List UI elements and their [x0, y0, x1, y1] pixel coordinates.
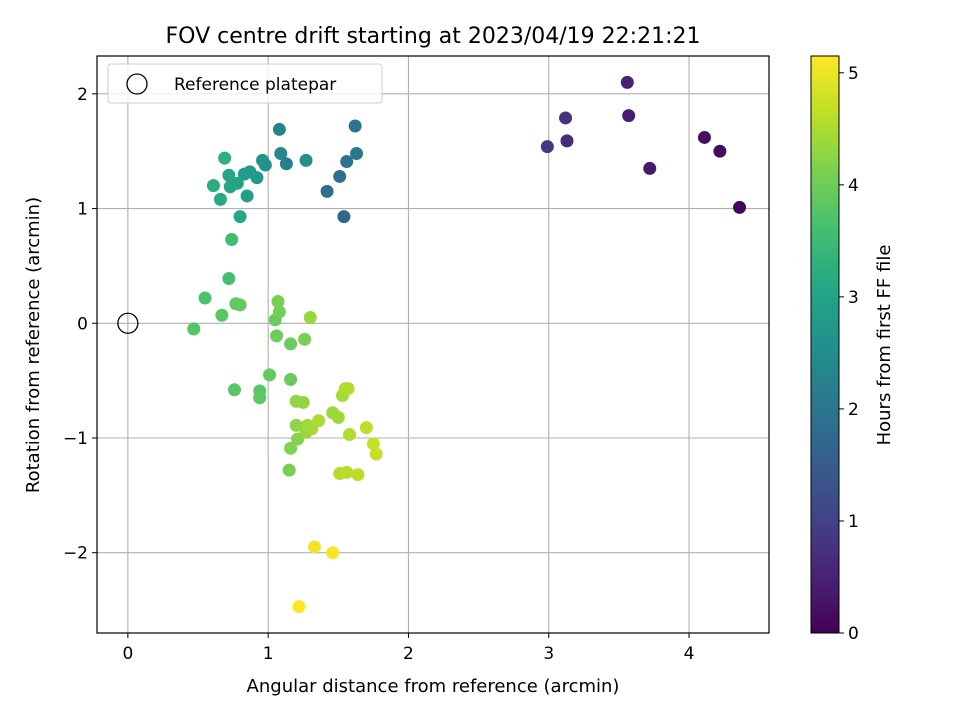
data-point [298, 332, 312, 346]
reference-platepar-marker [117, 312, 139, 334]
grid-lines [97, 56, 769, 633]
data-points [187, 75, 747, 614]
data-point [282, 463, 296, 477]
data-point [263, 368, 277, 382]
colorbar-ticks: 0 1 2 3 4 5 [839, 64, 859, 644]
data-point [296, 395, 310, 409]
data-point [218, 151, 232, 165]
data-point [350, 147, 364, 161]
y-axis-ticks: −2 −1 0 1 2 [63, 85, 97, 564]
data-point [559, 111, 573, 125]
data-point [340, 155, 354, 169]
x-tick-label: 0 [122, 644, 133, 664]
data-point [284, 372, 298, 386]
y-tick-label: 2 [77, 85, 88, 105]
data-point [326, 546, 340, 560]
data-point [340, 465, 354, 479]
data-point [292, 600, 306, 614]
data-point [213, 192, 227, 206]
x-tick-label: 1 [263, 644, 274, 664]
data-point [284, 441, 298, 455]
data-point [198, 291, 212, 305]
colorbar: 0 1 2 3 4 5 Hours from first FF file [810, 55, 895, 644]
data-point [320, 184, 334, 198]
legend: Reference platepar [107, 63, 383, 104]
y-tick-label: 1 [77, 200, 88, 220]
legend-entry-reference: Reference platepar [174, 75, 336, 95]
data-point [359, 421, 373, 435]
y-axis-label: Rotation from reference (arcmin) [23, 197, 44, 493]
colorbar-tick-label: 0 [848, 624, 859, 644]
data-point [299, 153, 313, 167]
data-point [279, 157, 293, 171]
data-point [206, 179, 220, 193]
data-point [284, 337, 298, 351]
colorbar-tick-label: 3 [848, 288, 859, 308]
data-point [272, 122, 286, 136]
legend-marker-reference [126, 73, 148, 95]
data-point [333, 169, 347, 183]
y-tick-label: 0 [77, 314, 88, 334]
colorbar-label: Hours from first FF file [874, 245, 895, 446]
data-point [223, 180, 237, 194]
data-point [270, 329, 284, 343]
data-point [351, 468, 365, 482]
data-point [237, 167, 251, 181]
data-point [337, 210, 351, 224]
data-point [348, 119, 362, 133]
data-point [256, 153, 270, 167]
legend-box [107, 63, 383, 104]
x-tick-label: 2 [403, 644, 414, 664]
data-point [222, 168, 236, 182]
data-point [272, 305, 286, 319]
data-point [227, 383, 241, 397]
data-point [620, 75, 634, 89]
colorbar-tick-label: 4 [848, 176, 859, 196]
x-tick-label: 4 [684, 644, 695, 664]
data-point [331, 410, 345, 424]
data-point [733, 200, 747, 214]
data-point [343, 428, 357, 442]
reference-marker-group [117, 312, 139, 334]
data-point [222, 272, 236, 286]
colorbar-tick-label: 2 [848, 400, 859, 420]
data-point [713, 144, 727, 158]
data-point [366, 437, 380, 451]
x-axis-label: Angular distance from reference (arcmin) [247, 676, 620, 697]
data-point [215, 308, 229, 322]
data-point [622, 109, 636, 123]
colorbar-tick-label: 5 [848, 64, 859, 84]
data-point [187, 322, 201, 336]
data-point [697, 130, 711, 144]
data-point [240, 189, 254, 203]
data-point [369, 447, 383, 461]
y-tick-label: −1 [63, 429, 88, 449]
data-point [312, 414, 326, 428]
data-point [303, 311, 317, 325]
data-point [307, 540, 321, 554]
plot-area-frame [96, 55, 770, 634]
data-point [341, 382, 355, 396]
data-point [253, 391, 267, 405]
colorbar-gradient [810, 55, 840, 634]
data-point [289, 418, 303, 432]
data-point [233, 210, 247, 224]
chart-title: FOV centre drift starting at 2023/04/19 … [166, 24, 701, 49]
data-point [643, 161, 657, 175]
data-point [560, 134, 574, 148]
x-tick-label: 3 [543, 644, 554, 664]
x-axis-ticks: 0 1 2 3 4 [122, 633, 694, 664]
data-point [233, 298, 247, 312]
data-point [225, 233, 239, 247]
data-point [271, 294, 285, 308]
y-tick-label: −2 [63, 544, 88, 564]
data-point [274, 147, 288, 161]
data-point [540, 140, 554, 154]
colorbar-tick-label: 1 [848, 512, 859, 532]
